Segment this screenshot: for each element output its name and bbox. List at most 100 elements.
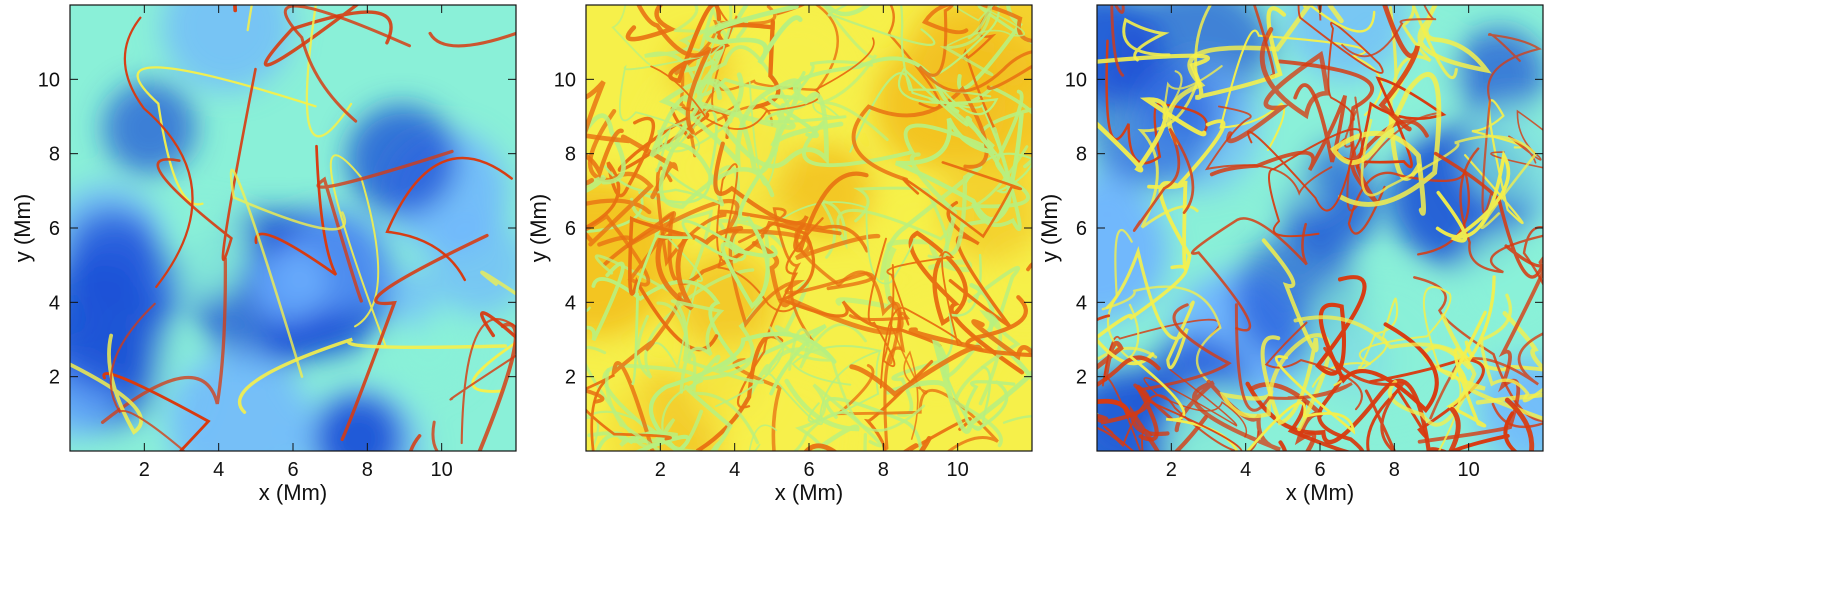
heatmap-filament	[1264, 321, 1363, 411]
heatmap-filament	[971, 319, 1032, 361]
heatmap-filament	[1190, 217, 1308, 332]
panel-3-heatmap	[1097, 5, 1543, 451]
heatmap-filament	[634, 331, 837, 451]
heatmap-filament	[1480, 293, 1543, 403]
heatmap-filament	[1293, 315, 1477, 427]
heatmap-filament	[834, 364, 999, 451]
y-tick-label: 4	[49, 292, 60, 314]
heatmap-filament	[611, 5, 651, 66]
heatmap-filament	[1103, 400, 1243, 451]
heatmap-filament	[109, 302, 186, 451]
panel-1-xlabel: x (Mm)	[259, 480, 327, 505]
x-tick-label: 10	[947, 459, 969, 481]
panel-1-heatmap	[70, 5, 516, 451]
heatmap-filament	[1305, 5, 1323, 21]
heatmap-blob	[70, 282, 161, 393]
heatmap-filament	[1475, 311, 1543, 405]
heatmap-filament	[1097, 355, 1161, 388]
x-tick-label: 2	[1166, 459, 1177, 481]
heatmap-filament	[254, 144, 338, 276]
x-tick-label: 4	[213, 459, 224, 481]
heatmap-filament	[1433, 151, 1543, 279]
heatmap-filament	[824, 397, 923, 451]
heatmap-filament	[471, 341, 516, 393]
y-tick-label: 10	[1065, 69, 1087, 91]
heatmap-filament	[902, 161, 1023, 239]
heatmap-filament	[695, 334, 784, 451]
heatmap-filament	[820, 5, 889, 142]
heatmap-filament	[1234, 303, 1353, 412]
heatmap-filament	[788, 323, 867, 371]
heatmap-blob	[1457, 227, 1543, 340]
heatmap-filament	[1107, 228, 1140, 360]
y-tick-label: 6	[565, 218, 576, 240]
heatmap-filament	[649, 94, 775, 209]
x-tick-label: 2	[139, 459, 150, 481]
heatmap-filament	[1147, 119, 1226, 271]
x-tick-label: 4	[729, 459, 740, 481]
heatmap-filament	[716, 163, 801, 313]
heatmap-filament	[1204, 105, 1333, 196]
panel-1: 2 4 6 8 10 2 4 6 8 10 x (Mm) y (Mm)	[10, 4, 517, 505]
heatmap-blob	[314, 394, 403, 451]
panel-2-heatmap	[586, 5, 1032, 451]
heatmap-filament	[863, 360, 972, 451]
x-tick-label: 6	[803, 459, 814, 481]
heatmap-filament	[605, 368, 770, 451]
heatmap-blob	[1097, 179, 1169, 322]
panel-2-xlabel: x (Mm)	[775, 480, 843, 505]
y-tick-label: 8	[565, 144, 576, 166]
x-tick-label: 8	[878, 459, 889, 481]
x-tick-label: 2	[655, 459, 666, 481]
heatmap-blob	[162, 5, 293, 92]
y-tick-label: 6	[1076, 218, 1087, 240]
heatmap-filament	[1097, 6, 1287, 100]
panel-2-ylabel: y (Mm)	[526, 194, 551, 262]
heatmap-filament	[1333, 297, 1399, 387]
y-tick-label: 4	[565, 292, 576, 314]
heatmap-filament	[751, 240, 904, 335]
heatmap-filament	[1226, 27, 1330, 144]
y-tick-label: 8	[1076, 144, 1087, 166]
heatmap-filament	[849, 327, 985, 398]
heatmap-blobs	[70, 5, 516, 451]
y-tick-label: 10	[554, 69, 576, 91]
heatmap-blob	[70, 206, 157, 298]
heatmap-filament	[1448, 397, 1535, 451]
heatmap-filament	[1347, 169, 1470, 256]
heatmap-filament	[649, 238, 703, 372]
heatmap-filament	[449, 318, 516, 445]
heatmap-blob	[102, 81, 197, 175]
heatmap-blob	[346, 104, 458, 216]
heatmap-filament	[586, 108, 654, 247]
heatmap-filament	[1132, 127, 1195, 232]
panel-3: 2 4 6 8 10 2 4 6 8 10 x (Mm) y (Mm)	[1037, 4, 1544, 505]
heatmap-filament	[1260, 238, 1319, 426]
heatmap-filament	[1330, 72, 1442, 216]
heatmap-filament	[636, 5, 712, 135]
heatmap-filament	[956, 5, 1023, 91]
heatmap-filament	[1343, 96, 1440, 212]
heatmap-filaments	[586, 5, 1032, 451]
heatmap-filament	[1143, 369, 1248, 438]
heatmap-filament	[246, 5, 353, 138]
heatmap-filament	[1297, 5, 1384, 121]
heatmap-filament	[704, 5, 803, 65]
heatmap-filament	[1335, 76, 1447, 169]
panel-1-yticks: 2 4 6 8 10	[38, 69, 516, 389]
heatmap-filament	[340, 233, 489, 442]
heatmap-blob	[252, 247, 327, 323]
x-tick-label: 6	[287, 459, 298, 481]
x-tick-label: 6	[1314, 459, 1325, 481]
panel-3-ylabel: y (Mm)	[1037, 194, 1062, 262]
heatmap-filament	[1166, 5, 1344, 145]
heatmap-filament	[586, 128, 624, 179]
heatmap-filament	[1302, 5, 1376, 33]
heatmap-filament	[586, 116, 656, 230]
heatmap-filament	[1481, 32, 1542, 215]
heatmap-filament	[898, 5, 1000, 127]
heatmap-filament	[780, 201, 916, 285]
heatmap-filament	[316, 149, 454, 303]
heatmap-filament	[591, 277, 827, 396]
heatmap-filament	[1097, 97, 1207, 173]
